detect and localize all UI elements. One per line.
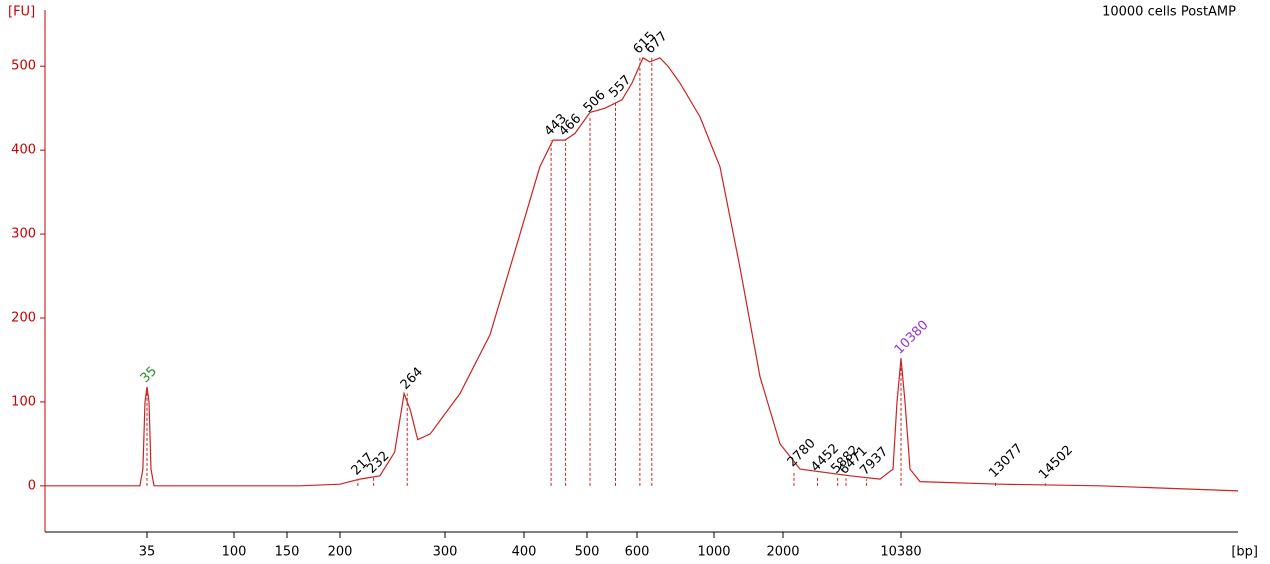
y-tick-label: 200 bbox=[11, 310, 36, 325]
x-tick-label: 10380 bbox=[880, 545, 921, 560]
peak-label: 506 bbox=[581, 88, 609, 116]
x-tick-label: 35 bbox=[139, 545, 156, 560]
y-tick-label: 500 bbox=[11, 59, 36, 74]
y-axis-label: [FU] bbox=[8, 5, 35, 20]
x-tick-label: 600 bbox=[625, 545, 650, 560]
y-tick-label: 100 bbox=[11, 394, 36, 409]
y-tick-label: 0 bbox=[28, 478, 36, 493]
chart-title: 10000 cells PostAMP bbox=[1102, 5, 1236, 20]
x-axis-label: [bp] bbox=[1231, 545, 1258, 560]
y-tick-label: 400 bbox=[11, 143, 36, 158]
x-tick-label: 300 bbox=[433, 545, 458, 560]
trace bbox=[45, 56, 1239, 492]
peak-label: 264 bbox=[398, 365, 426, 393]
peak-label: 10380 bbox=[892, 318, 932, 358]
x-tick-label: 500 bbox=[575, 545, 600, 560]
peak-label: 14502 bbox=[1036, 443, 1076, 483]
peak-label: 557 bbox=[606, 73, 634, 101]
peak-label: 13077 bbox=[986, 441, 1026, 481]
x-tick-label: 400 bbox=[512, 545, 537, 560]
peak-label: 35 bbox=[138, 364, 160, 386]
x-tick-label: 100 bbox=[222, 545, 247, 560]
x-tick-label: 2000 bbox=[766, 545, 799, 560]
x-tick-label: 200 bbox=[328, 545, 353, 560]
y-tick-label: 300 bbox=[11, 227, 36, 242]
x-tick-label: 150 bbox=[275, 545, 300, 560]
x-tick-label: 1000 bbox=[697, 545, 730, 560]
